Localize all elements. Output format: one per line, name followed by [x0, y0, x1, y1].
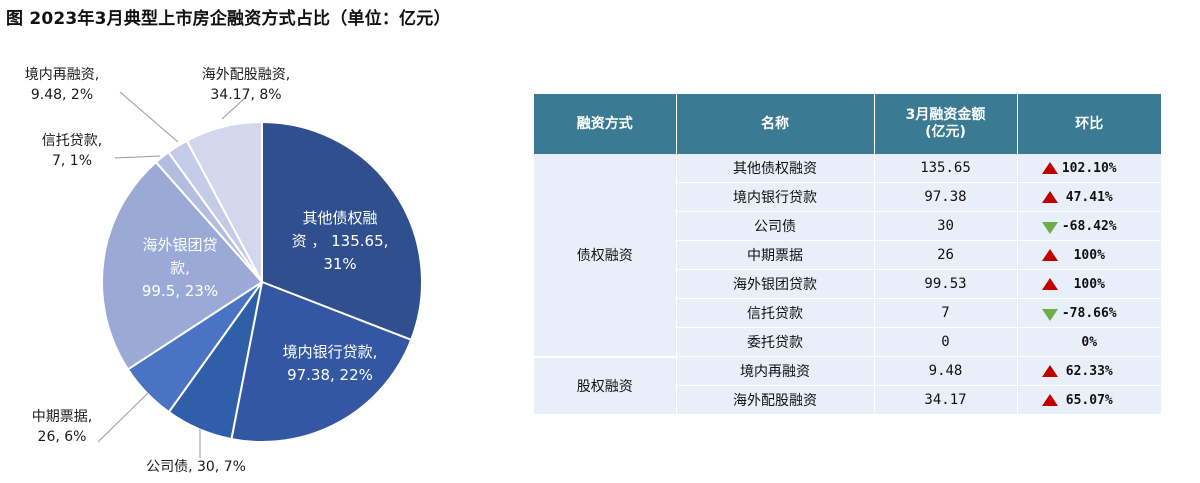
data-label-line: 26, 6%	[38, 429, 87, 445]
table-row: 中期票据 26 100%	[534, 240, 1161, 270]
pie-slice	[230, 280, 413, 443]
data-label-line: 其他债权融	[302, 209, 377, 227]
data-label-line: 海外银团贷	[142, 236, 217, 254]
data-label-line: 9.48, 2%	[31, 87, 93, 103]
triangle-up-icon	[1041, 249, 1058, 261]
table-row: 海外配股融资 34.17 65.07%	[534, 385, 1161, 415]
data-label-line: 境内再融资,	[25, 67, 99, 83]
row-change: 100%	[1017, 269, 1161, 299]
row-amount: 7	[874, 298, 1018, 328]
row-amount: 30	[874, 211, 1018, 241]
triangle-up-icon	[1041, 278, 1058, 290]
data-label-line: 99.5, 23%	[142, 282, 218, 300]
row-change-value: 100%	[1073, 247, 1105, 263]
row-name: 公司债	[676, 211, 875, 241]
row-change: 47.41%	[1017, 182, 1161, 212]
row-change-value: 47.41%	[1065, 189, 1113, 205]
header-amount: 3月融资金额 (亿元)	[874, 94, 1018, 154]
chart-title: 图 2023年3月典型上市房企融资方式占比（单位：亿元）	[6, 9, 451, 29]
data-label: 境内银行贷款, 97.38, 22%	[283, 343, 378, 384]
row-amount: 99.53	[874, 269, 1018, 299]
leader-line	[221, 96, 247, 120]
row-amount: 9.48	[874, 356, 1018, 386]
leader-line	[114, 155, 161, 159]
data-label: 海外银团贷款, 99.5, 23%	[142, 236, 218, 300]
header-financing-type: 融资方式	[534, 94, 677, 154]
row-change: 62.33%	[1017, 356, 1161, 386]
table-row: 海外银团贷款 99.53 100%	[534, 269, 1161, 299]
row-name: 海外配股融资	[676, 385, 875, 415]
header-name: 名称	[676, 94, 875, 154]
row-change-value: 100%	[1073, 276, 1105, 292]
triangle-up-icon	[1041, 162, 1058, 174]
financing-table: 融资方式 名称 3月融资金额 (亿元) 环比 债权融资 其他债权融资 135.65 1…	[534, 94, 1161, 416]
row-name: 信托贷款	[676, 298, 875, 328]
row-name: 境内再融资	[676, 356, 875, 386]
row-amount: 26	[874, 240, 1018, 270]
table-row: 委托贷款 0 0%	[534, 327, 1161, 357]
row-change-value: 0%	[1081, 334, 1098, 350]
data-label: 其他债权融资 ， 135.65, 31%	[292, 209, 389, 273]
row-change: 0%	[1017, 327, 1161, 357]
data-label: 境内再融资, 9.48, 2%	[25, 67, 99, 103]
data-label: 信托贷款, 7, 1%	[42, 133, 102, 169]
financing-type-cell: 股权融资	[534, 356, 677, 416]
table-header-row: 融资方式 名称 3月融资金额 (亿元) 环比	[534, 94, 1161, 154]
data-label-line: 7, 1%	[52, 153, 92, 169]
triangle-up-icon	[1041, 191, 1058, 203]
row-change-value: 62.33%	[1065, 363, 1113, 379]
data-label: 公司债, 30, 7%	[146, 459, 246, 475]
triangle-down-icon	[1041, 222, 1058, 234]
table-row: 公司债 30 -68.42%	[534, 211, 1161, 241]
row-change-value: 102.10%	[1061, 160, 1117, 176]
row-change-value: 65.07%	[1065, 392, 1113, 408]
financing-type-cell: 债权融资	[534, 154, 677, 358]
row-amount: 34.17	[874, 385, 1018, 415]
table-body: 债权融资 其他债权融资 135.65 102.10% 境内银行贷款 97.38 47.41%…	[534, 154, 1161, 416]
row-change: 102.10%	[1017, 154, 1161, 183]
data-label: 海外配股融资, 34.17, 8%	[202, 67, 290, 103]
row-change-value: -68.42%	[1061, 218, 1117, 234]
leader-line	[119, 91, 179, 143]
table-row: 股权融资 境内再融资 9.48 62.33%	[534, 356, 1161, 416]
row-name: 境内银行贷款	[676, 182, 875, 212]
data-label: 中期票据, 26, 6%	[32, 409, 92, 445]
header-change: 环比	[1017, 94, 1161, 154]
row-amount: 97.38	[874, 182, 1018, 212]
pie-slice	[261, 120, 423, 342]
financing-table-wrapper: 融资方式 名称 3月融资金额 (亿元) 环比 债权融资 其他债权融资 135.65 1…	[534, 94, 1161, 416]
triangle-down-icon	[1041, 309, 1058, 321]
data-label-line: 公司债, 30, 7%	[146, 459, 246, 475]
table-row: 信托贷款 7 -78.66%	[534, 298, 1161, 328]
triangle-up-icon	[1041, 394, 1058, 406]
row-change: -78.66%	[1017, 298, 1161, 328]
row-name: 委托贷款	[676, 327, 875, 357]
row-change: -68.42%	[1017, 211, 1161, 241]
data-label-line: 海外配股融资,	[202, 67, 290, 83]
row-amount: 135.65	[874, 154, 1018, 183]
pie-slice	[100, 160, 264, 371]
leader-line	[97, 392, 149, 443]
data-label-line: 信托贷款,	[42, 133, 102, 149]
row-name: 中期票据	[676, 240, 875, 270]
pie-chart: 其他债权融资 ， 135.65, 31% 境内银行贷款, 97.38, 22% 公司债,…	[25, 67, 423, 475]
row-name: 其他债权融资	[676, 154, 875, 183]
data-label-line: 97.38, 22%	[287, 366, 373, 384]
data-label-line: 31%	[323, 255, 356, 273]
row-change-value: -78.66%	[1061, 305, 1117, 321]
row-change: 100%	[1017, 240, 1161, 270]
pie-slice	[185, 120, 263, 283]
table-row: 债权融资 其他债权融资 135.65 102.10%	[534, 154, 1161, 358]
data-label-line: 款,	[170, 259, 190, 277]
row-amount: 0	[874, 327, 1018, 357]
row-name: 海外银团贷款	[676, 269, 875, 299]
triangle-up-icon	[1041, 365, 1058, 377]
data-label-line: 34.17, 8%	[210, 87, 281, 103]
data-label-line: 资 ， 135.65,	[292, 232, 389, 250]
data-label-line: 境内银行贷款,	[283, 343, 378, 361]
data-label-line: 中期票据,	[32, 409, 92, 425]
table-row: 境内银行贷款 97.38 47.41%	[534, 182, 1161, 212]
row-change: 65.07%	[1017, 385, 1161, 415]
